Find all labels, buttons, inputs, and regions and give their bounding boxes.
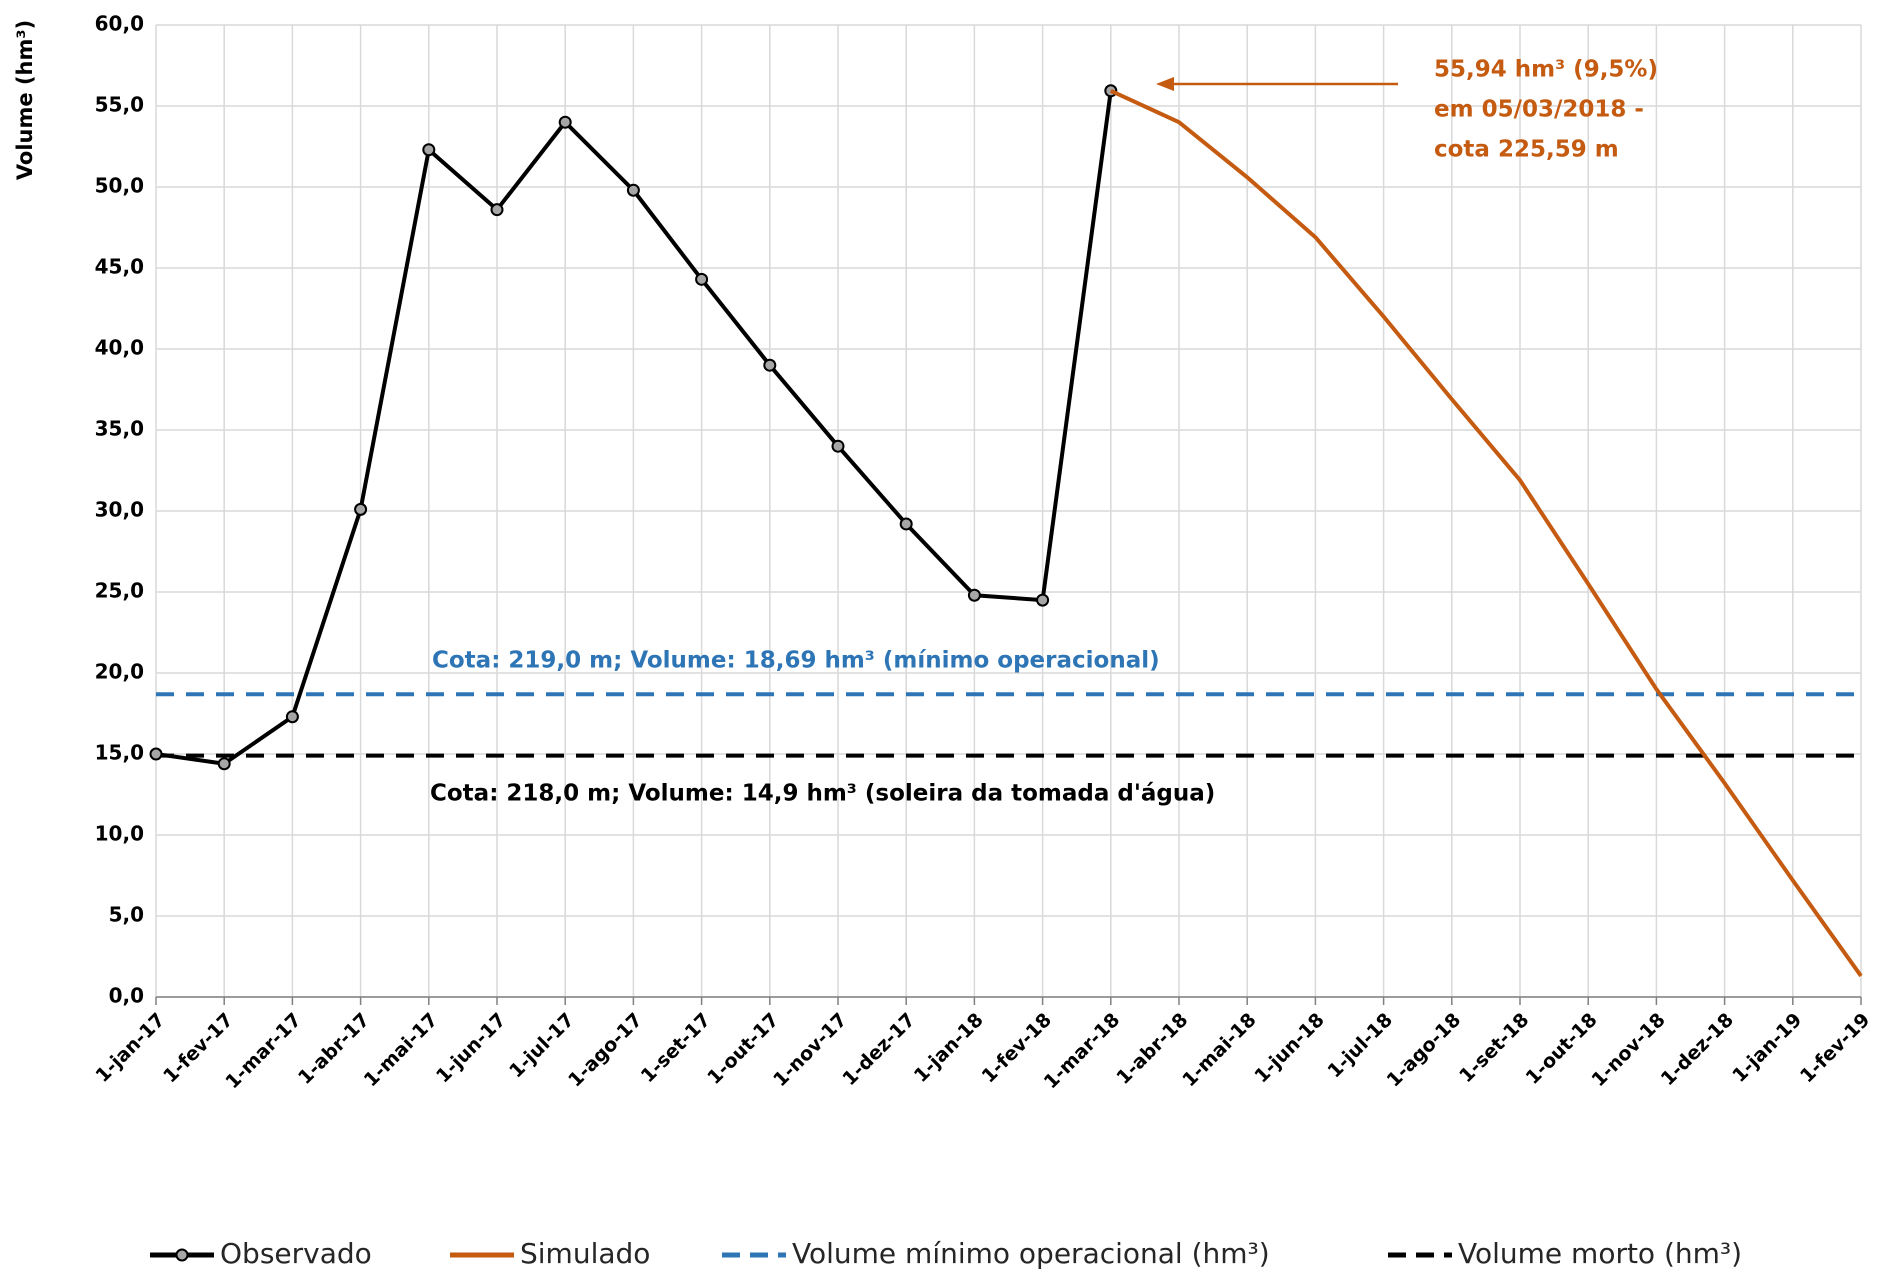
data-point bbox=[285, 710, 299, 724]
x-tick-label: 1-dez-17 bbox=[838, 1009, 919, 1090]
legend-label: Volume morto (hm³) bbox=[1458, 1237, 1742, 1270]
data-point bbox=[831, 439, 845, 453]
x-tick-label: 1-mai-17 bbox=[360, 1009, 442, 1091]
x-tick-label: 1-jun-17 bbox=[432, 1009, 510, 1087]
legend-marker bbox=[175, 1248, 189, 1262]
data-point bbox=[763, 358, 777, 372]
y-tick-label: 50,0 bbox=[95, 174, 144, 198]
y-tick-label: 55,0 bbox=[95, 93, 144, 117]
data-point bbox=[695, 272, 709, 286]
annotation: Cota: 219,0 m; Volume: 18,69 hm³ (mínimo… bbox=[432, 648, 1160, 674]
data-point bbox=[626, 183, 640, 197]
y-tick-label: 0,0 bbox=[109, 984, 144, 1008]
annotation: 55,94 hm³ (9,5%) bbox=[1434, 57, 1658, 83]
y-tick-label: 20,0 bbox=[95, 660, 144, 684]
data-point bbox=[217, 757, 231, 771]
annotation-arrowhead bbox=[1156, 77, 1174, 91]
y-tick-label: 60,0 bbox=[95, 12, 144, 36]
data-point bbox=[558, 115, 572, 129]
y-tick-label: 25,0 bbox=[95, 579, 144, 603]
x-tick-label: 1-jan-17 bbox=[91, 1009, 169, 1087]
x-tick-label: 1-jun-18 bbox=[1250, 1009, 1328, 1087]
x-tick-label: 1-ago-17 bbox=[564, 1009, 647, 1092]
series-line bbox=[1109, 88, 1863, 978]
x-tick-label: 1-mai-18 bbox=[1178, 1009, 1260, 1091]
y-tick-label: 40,0 bbox=[95, 336, 144, 360]
x-tick-label: 1-fev-19 bbox=[1796, 1009, 1874, 1087]
x-tick-label: 1-set-18 bbox=[1455, 1009, 1533, 1087]
data-point bbox=[967, 588, 981, 602]
y-tick-label: 10,0 bbox=[95, 822, 144, 846]
x-tick-label: 1-jan-18 bbox=[910, 1009, 988, 1087]
legend-label: Volume mínimo operacional (hm³) bbox=[792, 1237, 1270, 1270]
legend-label: Simulado bbox=[520, 1237, 650, 1270]
data-point bbox=[490, 203, 504, 217]
data-point bbox=[149, 747, 163, 761]
data-point bbox=[1036, 593, 1050, 607]
x-tick-label: 1-dez-18 bbox=[1657, 1009, 1738, 1090]
y-axis-label: Volume (hm³) bbox=[13, 20, 37, 180]
data-point bbox=[422, 143, 436, 157]
x-tick-label: 1-ago-18 bbox=[1383, 1009, 1466, 1092]
x-tick-label: 1-nov-17 bbox=[769, 1009, 851, 1091]
x-tick-label: 1-jan-19 bbox=[1728, 1009, 1806, 1087]
data-point bbox=[899, 517, 913, 531]
legend-label: Observado bbox=[220, 1237, 372, 1270]
annotation: em 05/03/2018 - bbox=[1434, 97, 1644, 123]
y-tick-label: 45,0 bbox=[95, 255, 144, 279]
annotation: Cota: 218,0 m; Volume: 14,9 hm³ (soleira… bbox=[430, 781, 1215, 807]
annotation: cota 225,59 m bbox=[1434, 137, 1619, 163]
y-tick-label: 30,0 bbox=[95, 498, 144, 522]
y-tick-label: 5,0 bbox=[109, 903, 144, 927]
data-point bbox=[354, 502, 368, 516]
x-tick-label: 1-set-17 bbox=[637, 1009, 715, 1087]
y-tick-label: 35,0 bbox=[95, 417, 144, 441]
x-tick-label: 1-nov-18 bbox=[1588, 1009, 1670, 1091]
y-tick-label: 15,0 bbox=[95, 741, 144, 765]
